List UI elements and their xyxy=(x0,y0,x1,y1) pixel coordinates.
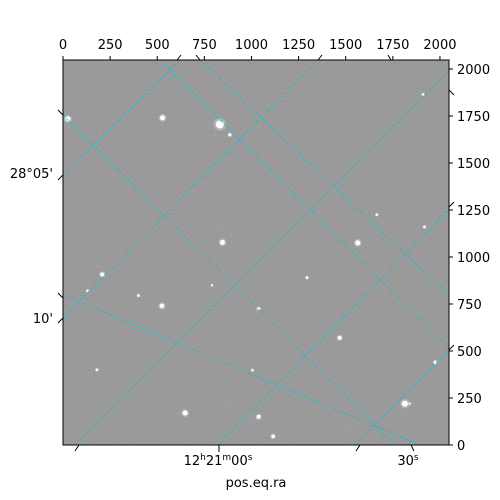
star-point xyxy=(228,133,232,137)
ra-tick-label-0: 12h21m00s xyxy=(184,453,253,469)
star-point xyxy=(401,400,408,407)
star-point xyxy=(256,414,261,419)
top-axis-tick-label: 2000 xyxy=(423,38,456,53)
grid-line xyxy=(74,70,449,445)
right-axis-tick-label: 1500 xyxy=(457,157,490,172)
image-plot-area xyxy=(62,59,450,446)
star-point xyxy=(421,93,425,96)
star-point xyxy=(408,402,411,405)
star-point xyxy=(271,434,275,439)
star-layer xyxy=(63,92,438,440)
star-point xyxy=(182,410,188,416)
grid-line xyxy=(199,60,449,296)
top-axis-tick-label: 500 xyxy=(145,38,170,53)
grid-line xyxy=(63,60,319,319)
dec-tick xyxy=(57,292,64,299)
top-axis-tick-label: 0 xyxy=(59,38,67,53)
ra-tick-label-1: 30s xyxy=(397,453,419,469)
right-axis-tick-label: 500 xyxy=(457,345,482,360)
right-axis-tick-label: 1250 xyxy=(457,204,490,219)
top-axis-tick-label: 250 xyxy=(98,38,123,53)
star-point xyxy=(355,240,361,246)
ra-tick xyxy=(176,54,182,61)
grid-line xyxy=(63,294,421,445)
top-pixel-axis: 0 250 500 750 1000 1250 1500 1750 2000 xyxy=(59,38,457,60)
top-axis-tick-label: 750 xyxy=(192,38,217,53)
plot-frame xyxy=(62,59,450,446)
right-axis-tick-label: 1000 xyxy=(457,251,490,266)
star-point xyxy=(251,368,254,372)
dec-tick xyxy=(448,89,455,96)
star-point xyxy=(210,284,213,287)
star-point xyxy=(65,116,71,122)
right-axis-tick-label: 750 xyxy=(457,298,482,313)
star-point xyxy=(219,239,225,245)
star-point xyxy=(159,303,165,309)
top-axis-tick-label: 1250 xyxy=(282,38,315,53)
top-axis-tick-label: 1000 xyxy=(235,38,268,53)
ra-tick xyxy=(410,444,415,452)
top-axis-tick-label: 1750 xyxy=(376,38,409,53)
grid-line xyxy=(63,114,396,445)
dec-tick xyxy=(57,174,64,181)
star-point xyxy=(95,368,99,372)
world-coordinate-ticks xyxy=(57,54,455,452)
star-point xyxy=(100,272,105,277)
right-axis-tick-label: 1750 xyxy=(457,110,490,125)
coordinate-grid xyxy=(63,60,449,445)
dec-tick-label-0: 28°05' xyxy=(10,167,53,182)
top-axis-tick-label: 1500 xyxy=(329,38,362,53)
right-axis-tick-label: 2000 xyxy=(457,63,490,78)
dec-tick xyxy=(448,201,455,208)
star-point xyxy=(423,225,426,229)
star-point xyxy=(86,289,89,293)
star-point xyxy=(305,276,309,279)
right-pixel-axis: 0 250 500 750 1000 1250 1500 1750 2000 xyxy=(449,63,490,454)
x-axis-label: pos.eq.ra xyxy=(226,476,287,491)
star-point xyxy=(160,115,166,121)
ra-tick xyxy=(355,444,361,452)
dec-tick xyxy=(448,344,455,351)
star-point xyxy=(337,335,342,340)
right-axis-tick-label: 0 xyxy=(457,439,465,454)
dec-tick xyxy=(57,109,64,116)
grid-line xyxy=(63,60,181,176)
right-axis-tick-label: 250 xyxy=(457,392,482,407)
star-point xyxy=(137,294,140,297)
ra-tick xyxy=(387,54,392,61)
ra-tick xyxy=(74,444,80,452)
dec-tick xyxy=(57,317,64,324)
star-point xyxy=(215,120,224,129)
grid-line xyxy=(159,60,449,349)
star-point xyxy=(375,213,379,216)
ra-tick xyxy=(195,54,201,61)
ra-tick xyxy=(317,54,323,61)
grid-line xyxy=(354,349,449,445)
dec-tick-label-1: 10' xyxy=(33,312,53,327)
